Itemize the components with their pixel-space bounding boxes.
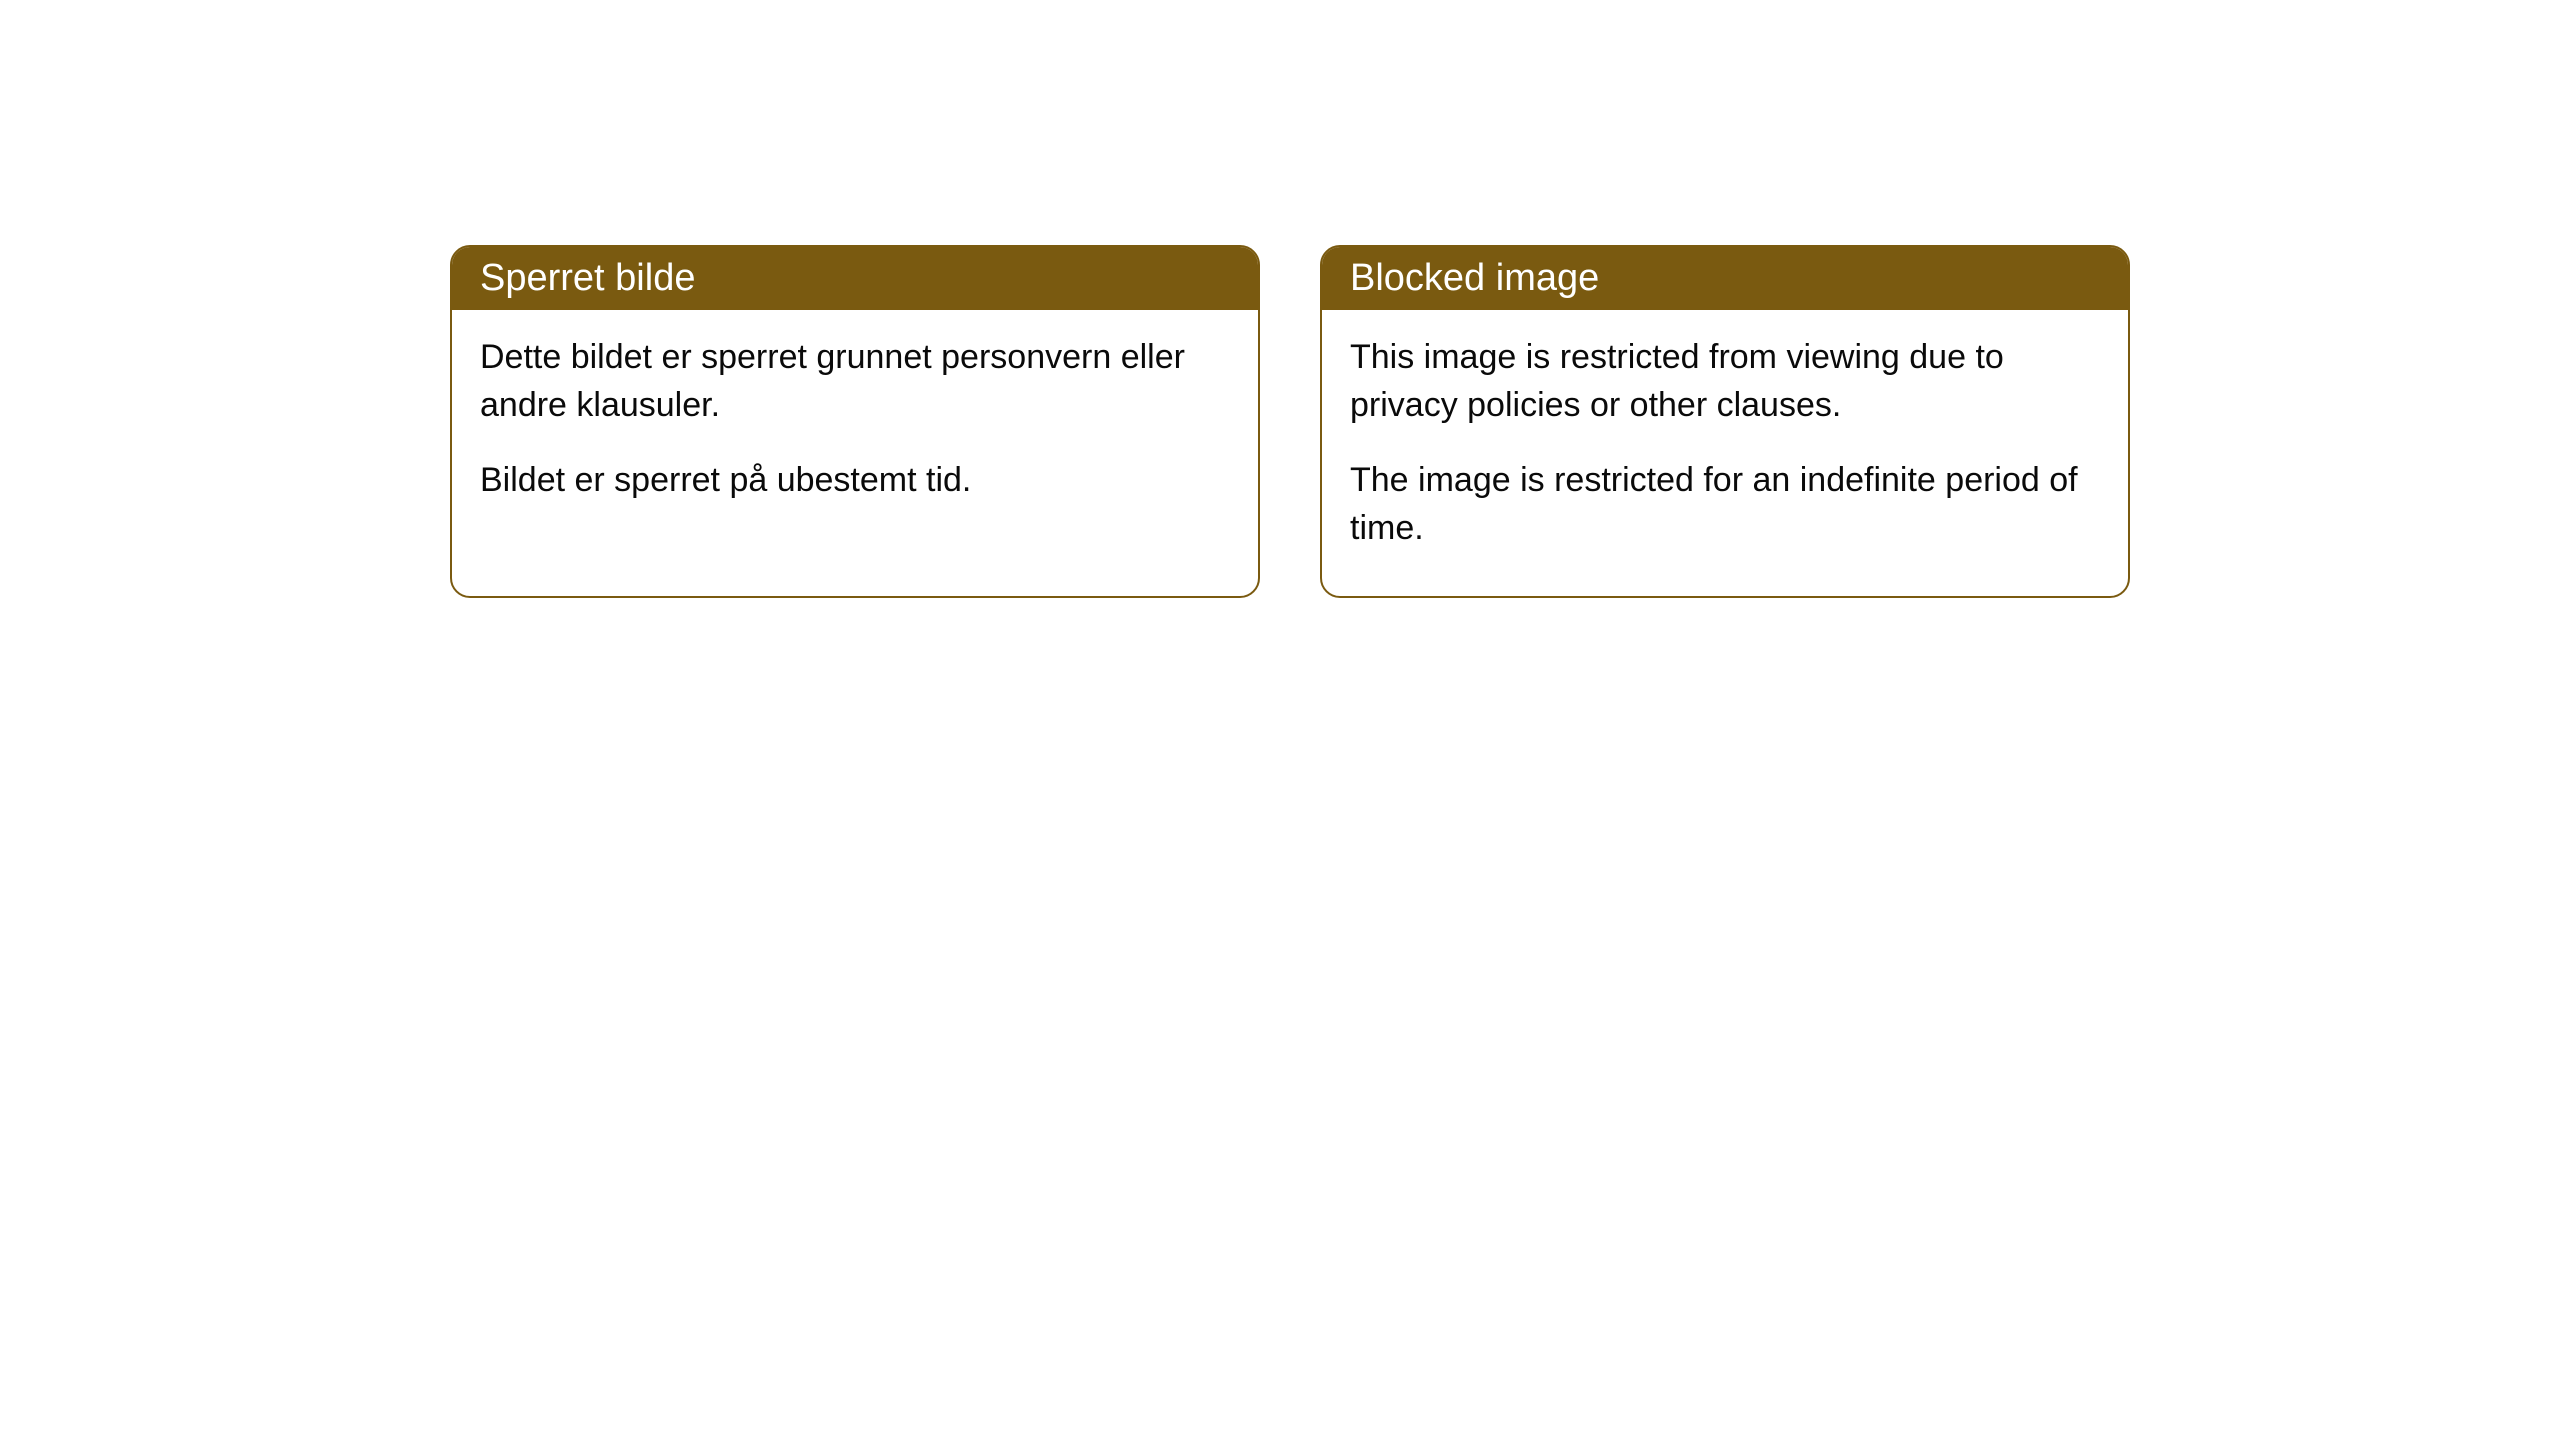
notice-text-norwegian-1: Dette bildet er sperret grunnet personve… <box>480 334 1230 429</box>
notice-text-norwegian-2: Bildet er sperret på ubestemt tid. <box>480 457 1230 505</box>
notice-text-english-2: The image is restricted for an indefinit… <box>1350 457 2100 552</box>
blocked-image-card-english: Blocked image This image is restricted f… <box>1320 245 2130 598</box>
card-body-english: This image is restricted from viewing du… <box>1322 310 2128 596</box>
card-header-english: Blocked image <box>1322 247 2128 310</box>
card-body-norwegian: Dette bildet er sperret grunnet personve… <box>452 310 1258 549</box>
notice-text-english-1: This image is restricted from viewing du… <box>1350 334 2100 429</box>
notice-cards-container: Sperret bilde Dette bildet er sperret gr… <box>450 245 2130 598</box>
card-header-norwegian: Sperret bilde <box>452 247 1258 310</box>
blocked-image-card-norwegian: Sperret bilde Dette bildet er sperret gr… <box>450 245 1260 598</box>
